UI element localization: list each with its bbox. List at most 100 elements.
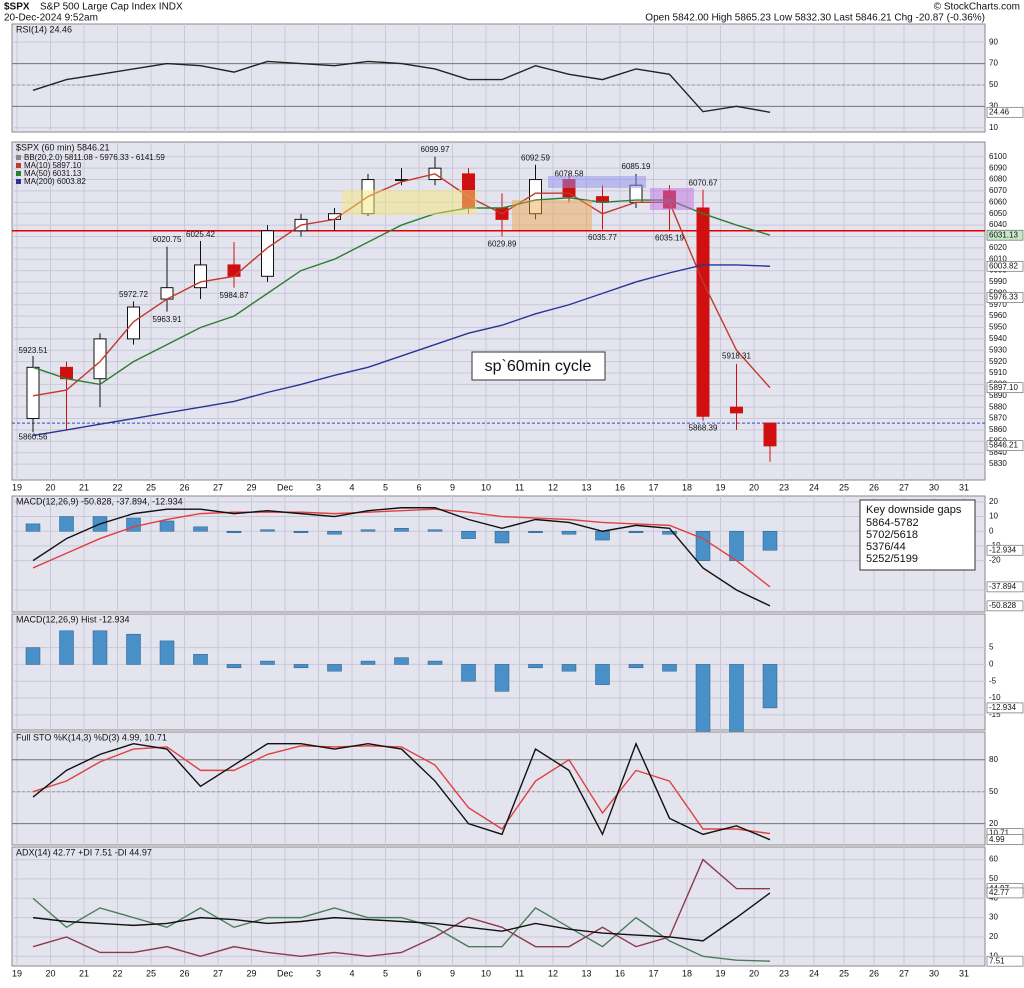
- candle-body: [93, 338, 107, 380]
- bar: [494, 530, 510, 544]
- y-tick-label: 20: [989, 932, 998, 941]
- line: [32, 264, 771, 437]
- value-tag-label: 5976.33: [989, 293, 1018, 302]
- quote: Open 5842.00 High 5865.23 Low 5832.30 La…: [645, 13, 985, 24]
- x-tick-label: 12: [548, 968, 558, 978]
- y-tick-label: 5920: [989, 357, 1007, 366]
- y-tick-label: 60: [989, 855, 998, 864]
- legend-entry: MA(10) 5897.10: [24, 161, 82, 170]
- line: [32, 741, 771, 841]
- x-tick-label: 22: [112, 968, 122, 978]
- y-tick-label: -10: [989, 693, 1001, 702]
- gaps-box: [859, 499, 976, 571]
- bar: [159, 520, 175, 532]
- value-tag: [986, 260, 1024, 272]
- bar: [762, 664, 778, 709]
- y-tick-label: 10: [989, 512, 998, 521]
- x-tick-label: 13: [581, 482, 591, 492]
- value-tag-label: 6003.82: [989, 261, 1018, 270]
- y-tick-label: 6020: [989, 243, 1007, 252]
- x-tick-label: 20: [45, 968, 55, 978]
- x-tick-label: 18: [682, 482, 692, 492]
- x-tick-label: 16: [615, 482, 625, 492]
- zone: [512, 200, 592, 230]
- point-label: 5918.31: [722, 352, 751, 361]
- bar: [628, 530, 644, 533]
- y-tick-label: 90: [989, 37, 998, 46]
- x-tick-label: 20: [749, 968, 759, 978]
- x-tick-label: 13: [581, 968, 591, 978]
- x-tick-label: 23: [779, 482, 789, 492]
- x-tick-label: 5: [383, 482, 388, 492]
- bar: [427, 529, 443, 532]
- line: [32, 508, 771, 588]
- bar: [461, 664, 476, 682]
- point-label: 6035.19: [655, 234, 684, 243]
- y-tick-label: 6070: [989, 186, 1007, 195]
- y-tick-label: 6010: [989, 254, 1007, 263]
- bar: [561, 530, 577, 535]
- note: sp`60min cycle: [485, 358, 592, 375]
- copyright: © StockCharts.com: [934, 2, 1020, 13]
- index-name: S&P 500 Large Cap Index INDX: [40, 2, 183, 13]
- x-tick-label: 21: [79, 482, 89, 492]
- panel-title: $SPX (60 min) 5846.21: [16, 142, 110, 152]
- panel-title: MACD(12,26,9) Hist -12.934: [16, 614, 130, 624]
- point-label: 6020.75: [153, 235, 182, 244]
- bar: [662, 664, 677, 672]
- x-tick-label: 23: [779, 968, 789, 978]
- x-tick-label: 20: [45, 482, 55, 492]
- value-tag-label: -12.934: [989, 545, 1017, 554]
- bar: [59, 630, 74, 665]
- x-tick-label: 27: [899, 482, 909, 492]
- y-tick-label: 5970: [989, 300, 1007, 309]
- line: [32, 173, 771, 397]
- gap-item: 5864-5782: [866, 517, 919, 529]
- panel-bg: [11, 495, 986, 613]
- y-tick-label: 5880: [989, 402, 1007, 411]
- value-tag: [986, 955, 1024, 967]
- y-tick-label: 6080: [989, 175, 1007, 184]
- candle-body: [26, 366, 40, 420]
- bar: [595, 530, 610, 541]
- legend-entry: BB(20,2.0) 5811.08 - 5976.33 - 6141.59: [24, 153, 165, 162]
- x-tick-label: 24: [809, 968, 819, 978]
- value-tag: [986, 581, 1024, 593]
- y-tick-label: 70: [989, 59, 998, 68]
- bar: [126, 633, 141, 665]
- x-tick-label: 30: [929, 968, 939, 978]
- candle-body: [763, 422, 777, 447]
- value-tag-label: 24.46: [989, 107, 1010, 116]
- note-box: [471, 351, 606, 381]
- value-tag-label: 7.51: [989, 956, 1005, 965]
- x-tick-label: 19: [715, 968, 725, 978]
- legend-swatch: [16, 171, 21, 176]
- x-tick-label: 31: [959, 968, 969, 978]
- point-label: 6070.67: [689, 178, 718, 187]
- x-tick-label: 31: [959, 482, 969, 492]
- bar: [360, 660, 376, 665]
- y-tick-label: 5960: [989, 311, 1007, 320]
- bar: [25, 647, 41, 665]
- x-tick-label: 10: [481, 968, 491, 978]
- value-tag: [986, 106, 1024, 118]
- zone: [650, 188, 694, 210]
- bar: [327, 530, 342, 535]
- value-tag: [986, 600, 1024, 612]
- y-tick-label: 0: [989, 660, 994, 669]
- value-tag: [986, 887, 1024, 899]
- y-tick-label: 10: [989, 123, 998, 132]
- value-tag-label: -50.828: [989, 601, 1017, 610]
- point-label: 6029.89: [488, 240, 517, 249]
- y-tick-label: 5830: [989, 459, 1007, 468]
- point-label: 5868.39: [689, 423, 718, 432]
- value-tag-label: 5897.10: [989, 383, 1018, 392]
- bar: [92, 630, 108, 665]
- bar: [695, 530, 711, 561]
- zone: [548, 176, 646, 188]
- x-tick-label: 19: [12, 482, 22, 492]
- y-tick-label: 6040: [989, 220, 1007, 229]
- y-tick-label: 80: [989, 755, 998, 764]
- y-tick-label: 5860: [989, 425, 1007, 434]
